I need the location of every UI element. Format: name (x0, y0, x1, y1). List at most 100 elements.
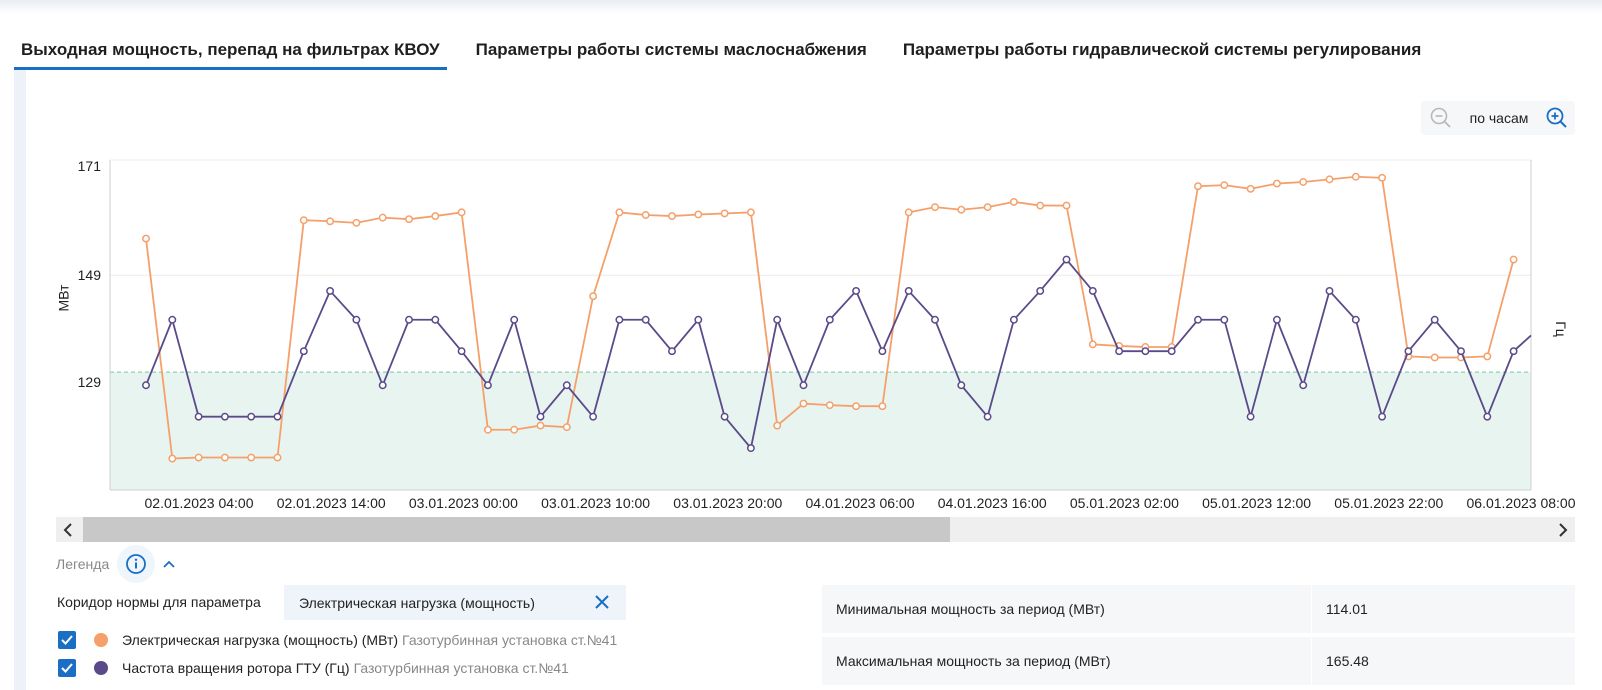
chevron-up-icon[interactable] (163, 557, 175, 571)
data-point (405, 215, 413, 224)
tab-bar: Выходная мощность, перепад на фильтрах К… (14, 34, 1450, 70)
data-point (1009, 197, 1018, 206)
data-point (1062, 255, 1071, 264)
stats-table: Минимальная мощность за период (МВт) 114… (822, 585, 1575, 689)
data-point (1430, 315, 1439, 324)
data-point (720, 412, 729, 421)
zoom-control: по часам (1421, 101, 1575, 135)
corridor-label: Коридор нормы для параметра (57, 594, 261, 610)
data-point (825, 315, 834, 324)
data-point (299, 347, 308, 356)
data-point (878, 347, 887, 356)
data-point (799, 399, 808, 408)
zoom-out-icon[interactable] (1429, 106, 1453, 130)
info-icon[interactable] (117, 545, 156, 583)
x-tick-label: 03.01.2023 20:00 (673, 495, 782, 511)
legend-item-name: Частота вращения ротора ГТУ (Гц) (122, 660, 350, 676)
data-point (562, 381, 571, 390)
data-point (378, 381, 387, 390)
legend-item: Электрическая нагрузка (мощность) (МВт) … (58, 631, 617, 649)
data-point (746, 444, 755, 453)
series-color-dot (94, 661, 108, 675)
top-shade (0, 0, 1602, 14)
data-point (562, 423, 571, 432)
norm-corridor-band (110, 372, 1531, 490)
data-point (668, 212, 676, 220)
x-tick-label: 02.01.2023 04:00 (145, 495, 254, 511)
stat-name: Минимальная мощность за период (МВт) (822, 585, 1312, 633)
series-checkbox[interactable] (58, 631, 76, 649)
legend-item-source: Газотурбинная установка ст.№41 (402, 632, 618, 648)
legend-item-source: Газотурбинная установка ст.№41 (353, 660, 569, 676)
data-point (1509, 347, 1518, 356)
data-point (378, 213, 387, 222)
data-point (194, 412, 203, 421)
y-axis-label-right: Гц (1552, 321, 1569, 337)
stat-value: 114.01 (1326, 601, 1368, 617)
data-point (483, 425, 492, 434)
clear-icon[interactable] (592, 592, 612, 612)
legend-title: Легенда (56, 556, 110, 572)
legend-item: Частота вращения ротора ГТУ (Гц) Газотур… (58, 659, 569, 677)
data-point (510, 425, 519, 434)
data-point (852, 402, 861, 411)
x-tick-label: 05.01.2023 22:00 (1334, 495, 1443, 511)
data-point (746, 208, 755, 217)
scrollbar-thumb[interactable] (83, 517, 950, 542)
data-point (142, 234, 150, 243)
series-checkbox[interactable] (58, 659, 76, 677)
scroll-left-icon[interactable] (56, 517, 80, 542)
series-line (145, 258, 1532, 451)
data-point (220, 412, 229, 421)
data-point (457, 347, 466, 356)
legend-header: Легенда (56, 545, 175, 583)
data-point (1220, 315, 1229, 324)
data-point (1272, 315, 1281, 324)
y-tick-label: 149 (77, 267, 101, 283)
data-point (299, 216, 308, 225)
data-point (1378, 412, 1387, 421)
data-point (1509, 255, 1518, 264)
data-point (931, 315, 939, 324)
y-axis-label-left: МВт (55, 284, 72, 312)
data-point (1378, 173, 1387, 182)
chart-scrollbar[interactable] (56, 517, 1575, 542)
data-point (1483, 352, 1492, 361)
stat-row: Максимальная мощность за период (МВт) 16… (822, 637, 1575, 685)
tab-oil-system[interactable]: Параметры работы системы маслоснабжения (475, 40, 867, 59)
data-point (1299, 381, 1308, 390)
data-point (1009, 315, 1018, 324)
data-point (1220, 181, 1229, 190)
scroll-right-icon[interactable] (1551, 517, 1575, 542)
data-point (1088, 340, 1097, 349)
data-point (536, 421, 545, 430)
data-point (510, 315, 519, 324)
data-point (983, 412, 992, 421)
data-point (1036, 201, 1045, 210)
data-point (247, 412, 256, 421)
zoom-level-label: по часам (1469, 110, 1529, 126)
zoom-in-icon[interactable] (1545, 106, 1569, 130)
data-point (483, 381, 492, 390)
data-point (1194, 182, 1202, 191)
data-point (326, 217, 335, 226)
corridor-parameter-select[interactable]: Электрическая нагрузка (мощность) (284, 585, 626, 620)
tab-output-power[interactable]: Выходная мощность, перепад на фильтрах К… (14, 34, 447, 70)
data-point (904, 208, 913, 217)
x-tick-label: 04.01.2023 16:00 (938, 495, 1047, 511)
data-point (852, 287, 861, 295)
tab-hydraulic-system[interactable]: Параметры работы гидравлической системы … (902, 40, 1422, 59)
data-point (1483, 412, 1492, 421)
data-point (352, 218, 361, 227)
data-point (1115, 347, 1124, 356)
data-point (273, 453, 282, 462)
data-point (457, 208, 466, 217)
data-point (589, 412, 598, 421)
data-point (641, 211, 650, 219)
data-point (931, 203, 939, 212)
data-point (694, 210, 703, 219)
data-point (1351, 315, 1360, 324)
y-tick-label: 129 (77, 374, 101, 390)
data-point (326, 287, 335, 295)
data-point (799, 381, 808, 390)
